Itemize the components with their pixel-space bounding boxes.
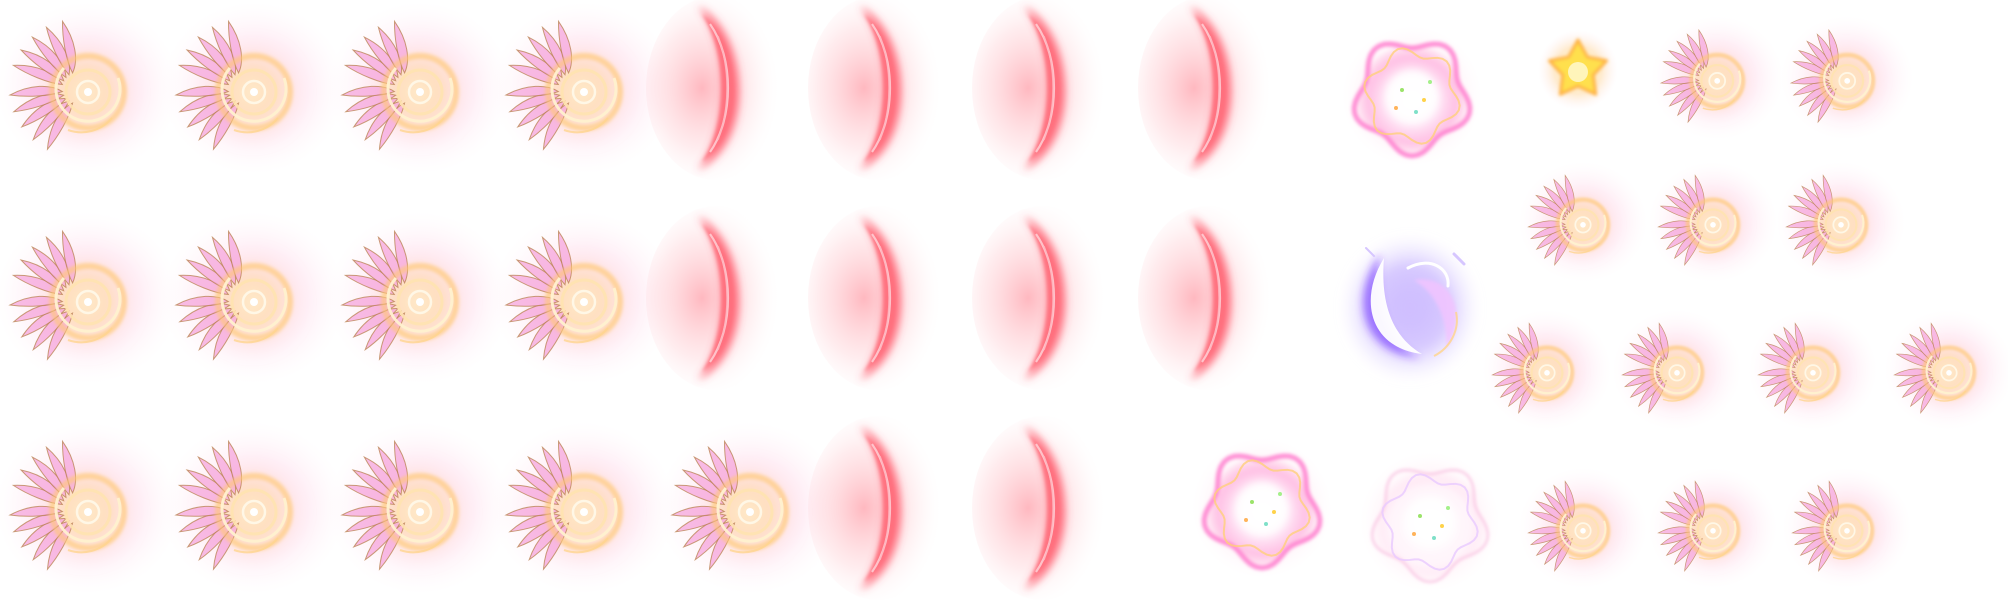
red-crescent-frame-3-sprite [972,0,1112,180]
small-wing-crescent-12-sprite [1782,467,1912,589]
red-crescent-frame-1-sprite [646,0,786,180]
pink-burst-frame-2-sprite [1192,438,1332,578]
violet-swirl-sprite [1338,232,1482,384]
wing-crescent-frame-6-sprite [162,212,346,384]
red-crescent-frame-7-sprite [972,206,1112,390]
small-wing-crescent-3-sprite [1518,161,1648,283]
wing-crescent-frame-10-sprite [162,422,346,594]
wing-crescent-frame-8-sprite [492,212,676,384]
red-crescent-frame-2-sprite [808,0,948,180]
yellow-star-sprite [1538,30,1618,110]
small-wing-crescent-2-sprite [1780,16,1914,140]
wing-crescent-frame-9-sprite [0,422,180,594]
red-crescent-frame-6-sprite [808,206,948,390]
red-crescent-frame-5-sprite [646,206,786,390]
wing-crescent-frame-4-sprite [492,2,676,174]
wing-crescent-frame-5-sprite [0,212,180,384]
small-wing-crescent-1-sprite [1650,16,1784,140]
small-wing-crescent-6-sprite [1482,309,1612,431]
wing-crescent-frame-2-sprite [162,2,346,174]
wing-crescent-frame-12-sprite [492,422,676,594]
small-wing-crescent-7-sprite [1612,309,1742,431]
small-wing-crescent-11-sprite [1648,467,1778,589]
wing-crescent-frame-7-sprite [328,212,512,384]
pale-burst-frame-sprite [1360,452,1500,592]
small-wing-crescent-9-sprite [1884,309,2008,431]
small-wing-crescent-10-sprite [1518,467,1648,589]
pink-burst-frame-1-sprite [1342,26,1482,166]
red-crescent-frame-8-sprite [1138,206,1278,390]
small-wing-crescent-4-sprite [1648,161,1778,283]
wing-crescent-frame-1-sprite [0,2,180,174]
wing-crescent-frame-11-sprite [328,422,512,594]
red-crescent-frame-9-sprite [808,416,948,600]
small-wing-crescent-5-sprite [1776,161,1906,283]
small-wing-crescent-8-sprite [1748,309,1878,431]
red-crescent-frame-10-sprite [972,416,1112,600]
red-crescent-frame-4-sprite [1138,0,1278,180]
wing-crescent-frame-13-sprite [658,422,842,594]
wing-crescent-frame-3-sprite [328,2,512,174]
